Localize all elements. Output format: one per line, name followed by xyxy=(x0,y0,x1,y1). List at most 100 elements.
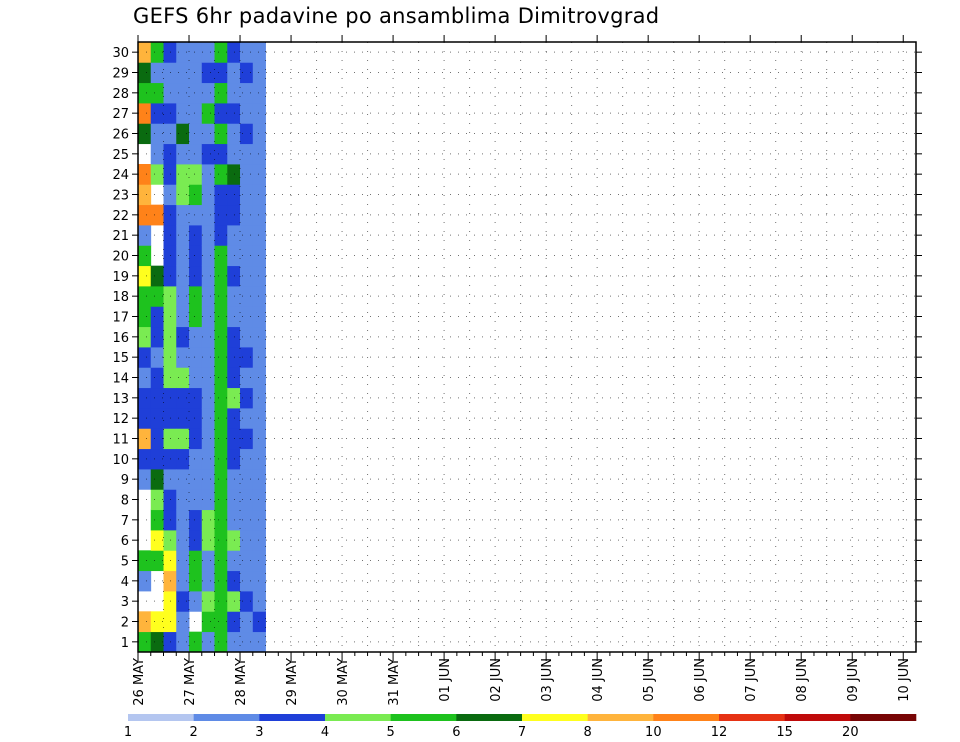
x-tick-label: 29 MAY xyxy=(285,658,300,706)
x-tick-label: 09 JUN xyxy=(846,658,861,702)
heatmap-cell xyxy=(252,408,266,429)
heatmap-cell xyxy=(138,306,152,328)
heatmap-cell xyxy=(227,509,241,531)
heatmap-cell xyxy=(201,570,215,592)
heatmap-cell xyxy=(252,123,266,145)
x-tick-label: 05 JUN xyxy=(642,658,657,702)
heatmap-cell xyxy=(252,570,266,592)
heatmap-cell xyxy=(227,489,241,511)
heatmap-cell xyxy=(252,245,266,267)
heatmap-cell xyxy=(240,611,254,633)
heatmap-cell xyxy=(150,204,164,226)
heatmap-cell xyxy=(189,306,203,328)
y-tick-label: 10 xyxy=(112,453,129,468)
heatmap-cell xyxy=(201,204,215,226)
legend-swatch xyxy=(325,714,391,721)
heatmap-cell xyxy=(150,428,164,450)
y-tick-label: 18 xyxy=(112,290,129,305)
heatmap-cell xyxy=(201,164,215,185)
legend-label: 20 xyxy=(842,725,859,740)
heatmap-cell xyxy=(201,611,215,633)
heatmap-cell xyxy=(201,265,215,287)
heatmap-cell xyxy=(201,82,215,104)
heatmap-cell xyxy=(138,82,152,104)
heatmap-cell xyxy=(189,245,203,267)
heatmap-cell xyxy=(189,204,203,226)
heatmap-cell xyxy=(189,286,203,307)
heatmap-cell xyxy=(189,62,203,84)
heatmap-cell xyxy=(214,82,228,104)
heatmap-cell xyxy=(189,550,203,572)
y-tick-label: 25 xyxy=(112,148,129,163)
heatmap-cell xyxy=(240,631,254,653)
heatmap-cell xyxy=(189,469,203,490)
y-tick-label: 11 xyxy=(112,433,129,448)
heatmap-cell xyxy=(214,367,228,389)
heatmap-cell xyxy=(176,164,190,185)
x-tick-label: 30 MAY xyxy=(336,658,351,706)
heatmap-cell xyxy=(176,326,190,348)
heatmap-cell xyxy=(189,509,203,531)
heatmap-cell xyxy=(150,326,164,348)
heatmap-cell xyxy=(201,550,215,572)
heatmap-cell xyxy=(240,550,254,572)
heatmap-cell xyxy=(240,123,254,145)
heatmap-cell xyxy=(214,306,228,328)
heatmap-cell xyxy=(201,367,215,389)
heatmap-cell xyxy=(252,42,266,63)
x-tick-label: 04 JUN xyxy=(591,658,606,702)
y-tick-label: 5 xyxy=(121,555,129,570)
heatmap-cell xyxy=(240,347,254,368)
y-tick-label: 14 xyxy=(112,372,129,387)
heatmap-cell xyxy=(189,489,203,511)
heatmap-cell xyxy=(227,265,241,287)
x-tick-label: 31 MAY xyxy=(387,658,402,706)
x-tick-label: 02 JUN xyxy=(489,658,504,702)
legend-swatch xyxy=(784,714,851,721)
heatmap-cell xyxy=(227,408,241,429)
heatmap-cell xyxy=(252,448,266,470)
heatmap-cell xyxy=(252,428,266,450)
heatmap-cell xyxy=(138,469,152,490)
y-tick-label: 1 xyxy=(121,636,129,651)
y-tick-label: 7 xyxy=(121,514,129,529)
heatmap-cell xyxy=(227,367,241,389)
heatmap-cell xyxy=(189,570,203,592)
heatmap-cell xyxy=(201,591,215,612)
heatmap-cell xyxy=(240,265,254,287)
heatmap-cell xyxy=(240,103,254,124)
y-tick-label: 9 xyxy=(121,473,129,488)
heatmap-cell xyxy=(214,123,228,145)
heatmap-cell xyxy=(138,245,152,267)
x-tick-label: 01 JUN xyxy=(438,658,453,702)
heatmap-cell xyxy=(189,42,203,63)
legend-swatch xyxy=(193,714,260,721)
y-tick-label: 22 xyxy=(112,209,129,224)
heatmap-cell xyxy=(214,550,228,572)
heatmap-cell xyxy=(240,469,254,490)
heatmap-cell xyxy=(227,326,241,348)
y-tick-label: 30 xyxy=(112,46,129,61)
y-tick-label: 8 xyxy=(121,494,129,509)
y-tick-label: 26 xyxy=(112,128,129,143)
heatmap-cell xyxy=(176,82,190,104)
heatmap-cell xyxy=(227,225,241,246)
heatmap-cell xyxy=(201,62,215,84)
heatmap-cell xyxy=(138,387,152,409)
heatmap-cell xyxy=(189,82,203,104)
heatmap-cell xyxy=(214,143,228,165)
heatmap-cell xyxy=(176,489,190,511)
heatmap-cell xyxy=(138,62,152,84)
heatmap-cell xyxy=(176,509,190,531)
heatmap-cell xyxy=(227,204,241,226)
heatmap-cell xyxy=(240,428,254,450)
y-tick-label: 2 xyxy=(121,616,129,631)
y-tick-label: 4 xyxy=(121,575,129,590)
heatmap-cell xyxy=(240,164,254,185)
heatmap-cell xyxy=(214,448,228,470)
heatmap-cell xyxy=(214,42,228,63)
heatmap-cell xyxy=(189,326,203,348)
heatmap-cell xyxy=(240,82,254,104)
heatmap-cell xyxy=(176,570,190,592)
x-tick-label: 03 JUN xyxy=(540,658,555,702)
